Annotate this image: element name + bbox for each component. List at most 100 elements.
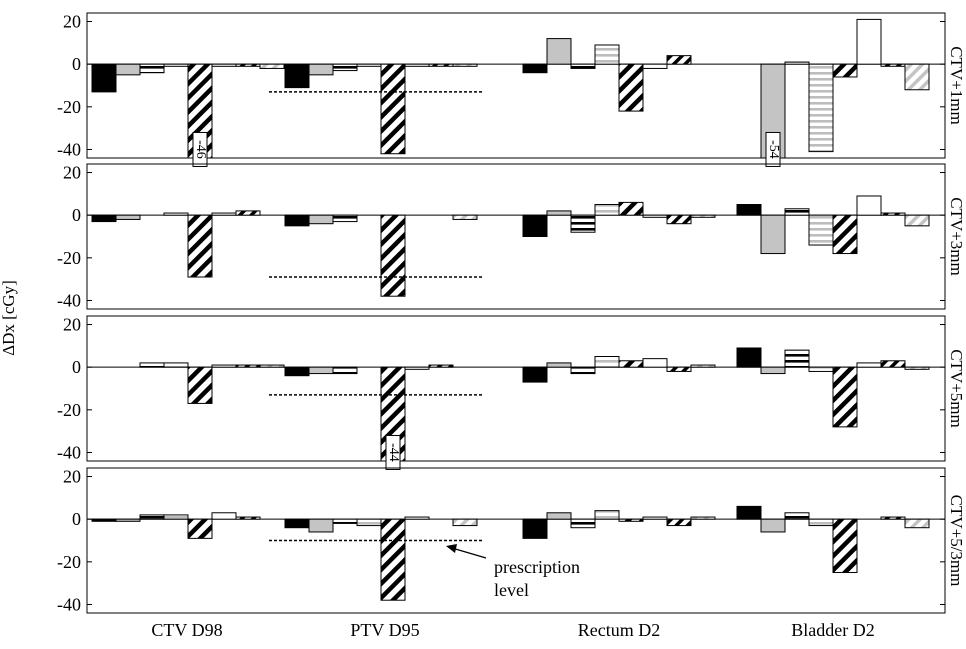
bar-rectum-d2-2 — [546, 210, 572, 216]
bar-bladder-d2-7 — [880, 360, 906, 368]
bar-ptv-d95-2 — [308, 518, 334, 533]
bar-bladder-d2-6 — [856, 195, 882, 216]
bar-rectum-d2-4 — [594, 44, 620, 65]
value-label: -44 — [386, 443, 401, 462]
y-tick-label: 0 — [72, 54, 81, 74]
bar-bladder-d2-3 — [784, 349, 810, 368]
bar-rectum-d2-8 — [690, 516, 716, 520]
panel-label: CTV+5mm — [947, 349, 966, 428]
bar-rectum-d2-6 — [642, 63, 668, 69]
annotation-text-line-2: level — [494, 580, 529, 600]
bar-bladder-d2-7 — [880, 516, 906, 520]
bar-ptv-d95-3 — [332, 518, 358, 524]
bar-bladder-d2-5 — [832, 214, 858, 255]
bar-ptv-d95-2 — [308, 63, 334, 76]
x-category-label: CTV D98 — [151, 620, 222, 640]
x-category-label: Rectum D2 — [578, 620, 661, 640]
y-tick-label: -20 — [57, 97, 81, 117]
panel-label: CTV+5/3mm — [947, 495, 966, 587]
bar-ctv-d98-6 — [211, 212, 237, 216]
y-tick-label: 20 — [63, 163, 81, 183]
bar-rectum-d2-6 — [642, 214, 668, 218]
bar-ptv-d95-8 — [452, 214, 478, 220]
y-tick-label: 20 — [63, 315, 81, 335]
bar-bladder-d2-1 — [736, 347, 762, 368]
bar-rectum-d2-1 — [522, 518, 548, 539]
bar-ptv-d95-4 — [356, 518, 382, 527]
panel-label: CTV+3mm — [947, 197, 966, 276]
bar-bladder-d2-5 — [832, 63, 858, 78]
bar-bladder-d2-6 — [856, 18, 882, 65]
value-label-box — [765, 131, 781, 167]
bar-ptv-d95-5 — [380, 63, 406, 155]
panel-frame — [86, 163, 946, 310]
bar-ctv-d98-4 — [163, 63, 189, 67]
bar-ctv-d98-8 — [259, 63, 285, 69]
bar-ctv-d98-1 — [91, 518, 117, 522]
chart-panel-3: 20 0 -20 -40 -44 CTV+5mm prescription level — [57, 315, 966, 600]
bar-rectum-d2-3 — [570, 214, 596, 233]
bar-ctv-d98-1 — [91, 63, 117, 93]
annotation-arrow-line — [451, 547, 487, 559]
chart-panel-1: 20 0 -20 -40 -46 -54 CTV+1mm — [57, 12, 966, 167]
bar-ctv-d98-3 — [139, 63, 165, 74]
bar-bladder-d2-4 — [808, 214, 834, 246]
bar-ctv-d98-2 — [115, 63, 141, 76]
y-tick-label: -40 — [57, 442, 81, 462]
x-category-label: Bladder D2 — [791, 620, 874, 640]
bar-rectum-d2-5 — [618, 518, 644, 522]
bar-ctv-d98-3 — [139, 362, 165, 368]
bar-rectum-d2-4 — [594, 510, 620, 520]
bar-bladder-d2-7 — [880, 212, 906, 216]
y-tick-label: 0 — [72, 509, 81, 529]
bar-bladder-d2-3 — [784, 61, 810, 65]
bar-ctv-d98-7 — [235, 516, 261, 520]
bar-ptv-d95-5 — [380, 214, 406, 297]
bar-ptv-d95-6 — [404, 63, 430, 67]
y-tick-label: 0 — [72, 357, 81, 377]
bar-rectum-d2-7 — [666, 55, 692, 65]
bar-rectum-d2-7 — [666, 518, 692, 527]
bar-bladder-d2-5 — [832, 518, 858, 573]
bar-ctv-d98-5 — [187, 214, 213, 278]
bar-rectum-d2-2 — [546, 38, 572, 65]
bar-rectum-d2-4 — [594, 204, 620, 216]
bar-ctv-d98-5 — [187, 366, 213, 404]
bar-rectum-d2-6 — [642, 516, 668, 520]
bar-ctv-d98-4 — [163, 514, 189, 520]
bar-ptv-d95-3 — [332, 366, 358, 375]
bar-ptv-d95-5 — [380, 518, 406, 601]
bar-bladder-d2-8 — [904, 518, 930, 529]
value-label: -54 — [766, 140, 781, 159]
y-tick-label: 0 — [72, 205, 81, 225]
value-label-box — [385, 434, 401, 470]
panel-frame — [86, 12, 946, 159]
bar-ctv-d98-5 — [187, 518, 213, 539]
y-tick-label: -20 — [57, 248, 81, 268]
bar-ptv-d95-1 — [284, 518, 310, 529]
y-tick-label: -40 — [57, 139, 81, 159]
bar-ctv-d98-6 — [211, 512, 237, 520]
bar-rectum-d2-1 — [522, 214, 548, 237]
bar-bladder-d2-5 — [832, 366, 858, 428]
chart-panel-4: 20 0 -20 -40 CTV+5/3mm — [57, 467, 966, 615]
bar-rectum-d2-1 — [522, 366, 548, 383]
bar-ptv-d95-7 — [428, 364, 454, 368]
bar-ptv-d95-4 — [356, 63, 382, 67]
annotation-arrowhead — [446, 544, 457, 553]
bar-bladder-d2-2 — [760, 366, 786, 375]
y-tick-label: -40 — [57, 290, 81, 310]
bar-rectum-d2-7 — [666, 214, 692, 225]
chart-panel-2: 20 0 -20 -40 CTV+3mm — [57, 163, 966, 311]
bar-bladder-d2-2 — [760, 518, 786, 533]
bar-ctv-d98-7 — [235, 63, 261, 67]
bar-ptv-d95-2 — [308, 214, 334, 225]
bar-bladder-d2-2 — [760, 214, 786, 255]
bar-ctv-d98-4 — [163, 362, 189, 368]
bar-rectum-d2-3 — [570, 518, 596, 529]
bar-ptv-d95-3 — [332, 214, 358, 223]
bar-bladder-d2-4 — [808, 518, 834, 527]
bar-rectum-d2-7 — [666, 366, 692, 372]
bar-rectum-d2-2 — [546, 512, 572, 520]
bar-ptv-d95-1 — [284, 214, 310, 227]
